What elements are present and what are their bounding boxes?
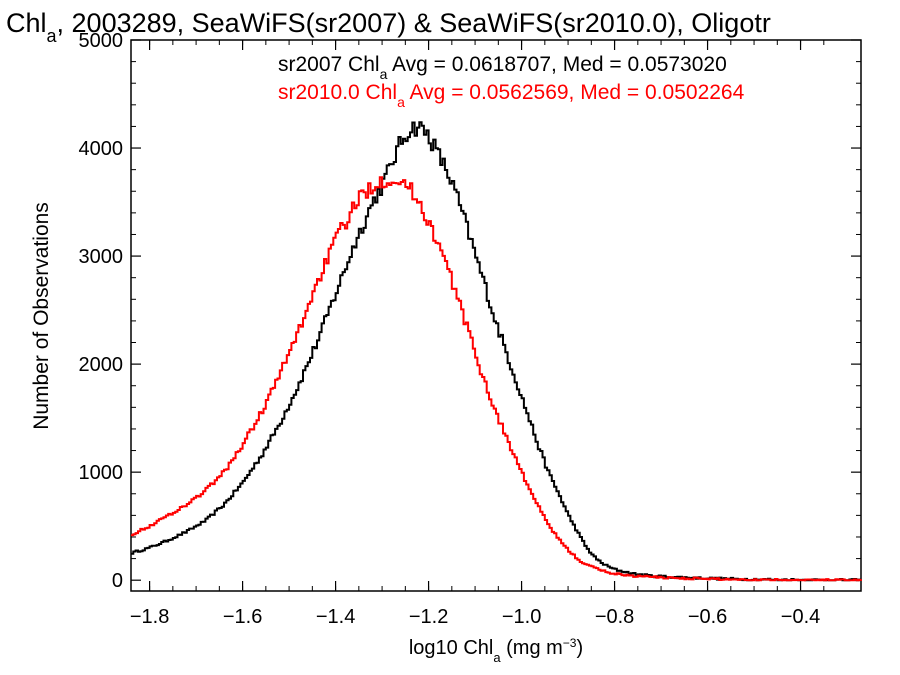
- axis-ticks: [131, 39, 861, 591]
- y-tick-label: 0: [112, 570, 123, 592]
- y-tick-label: 4000: [79, 138, 124, 160]
- x-tick-labels: −1.8 −1.6 −1.4 −1.2 −1.0 −0.8 −0.6 −0.4: [130, 606, 820, 628]
- series-sr2007-line: [131, 121, 861, 582]
- x-tick-label: −0.4: [781, 606, 820, 628]
- chart-title: Chla, 2003289, SeaWiFS(sr2007) & SeaWiFS…: [6, 8, 771, 46]
- x-tick-label: −1.6: [223, 606, 262, 628]
- y-axis-label: Number of Observations: [30, 202, 53, 430]
- y-tick-label: 2000: [79, 354, 124, 376]
- annotation-sr2010: sr2010.0 Chla Avg = 0.0562569, Med = 0.0…: [278, 81, 745, 110]
- x-tick-label: −1.4: [316, 606, 355, 628]
- x-tick-label: −1.0: [502, 606, 541, 628]
- x-tick-label: −0.8: [595, 606, 634, 628]
- y-tick-labels: 0 1000 2000 3000 4000 5000: [79, 30, 124, 592]
- x-tick-label: −0.6: [688, 606, 727, 628]
- y-tick-label: 5000: [79, 30, 124, 52]
- series-sr2010.0-line: [131, 176, 862, 582]
- x-tick-label: −1.2: [409, 606, 448, 628]
- x-tick-label: −1.8: [130, 606, 169, 628]
- x-axis-label: log10 Chla (mg m−3): [409, 636, 583, 665]
- series-group: [131, 121, 862, 582]
- plot-frame: [130, 39, 862, 592]
- y-tick-label: 1000: [79, 462, 124, 484]
- y-tick-label: 3000: [79, 246, 124, 268]
- annotation-sr2007: sr2007 Chla Avg = 0.0618707, Med = 0.057…: [278, 53, 727, 82]
